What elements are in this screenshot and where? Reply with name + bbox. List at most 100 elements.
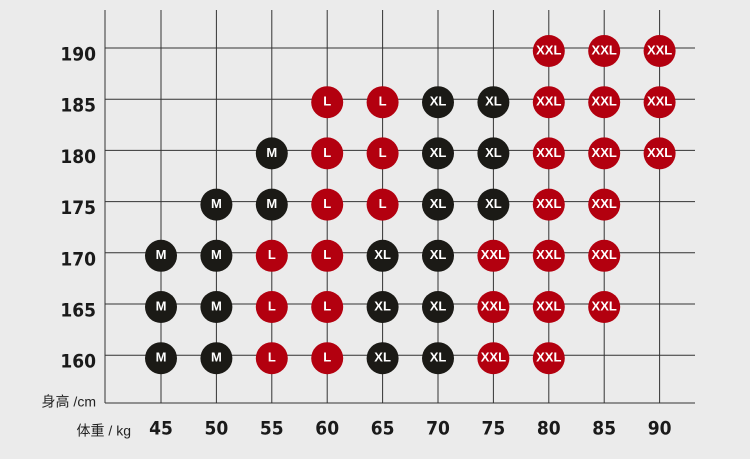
size-dot <box>643 86 676 119</box>
size-dot <box>422 137 454 170</box>
size-label: L <box>268 247 276 262</box>
size-label: XL <box>485 94 502 109</box>
size-dot <box>311 137 344 170</box>
size-dot <box>255 188 288 221</box>
x-tick-label: 50 <box>205 418 229 440</box>
size-label: XL <box>430 196 447 211</box>
size-dot <box>200 342 233 375</box>
size-label: L <box>379 94 387 109</box>
y-tick-label: 190 <box>60 44 96 66</box>
y-tick-label: 175 <box>60 197 96 219</box>
size-label: XXL <box>536 42 561 57</box>
size-label: XXL <box>647 94 672 109</box>
size-label: M <box>156 247 167 262</box>
size-dot <box>255 342 288 375</box>
size-dot <box>477 188 510 221</box>
size-label: XL <box>430 298 447 313</box>
size-dot <box>477 291 510 323</box>
size-label: XXL <box>536 247 561 262</box>
size-label: XXL <box>536 94 561 109</box>
size-label: XXL <box>592 94 617 109</box>
size-label: M <box>211 247 222 262</box>
size-dot <box>200 188 233 221</box>
size-dot <box>477 137 510 170</box>
size-label: L <box>379 196 387 211</box>
size-label: XXL <box>592 298 617 313</box>
size-dot <box>532 291 565 323</box>
size-label: XXL <box>536 145 561 160</box>
x-tick-label: 60 <box>315 418 339 440</box>
size-dot <box>532 239 565 272</box>
size-label: M <box>156 350 167 365</box>
size-dot <box>532 188 565 221</box>
size-label: L <box>323 350 331 365</box>
size-dot <box>311 188 344 221</box>
size-label: XXL <box>592 196 617 211</box>
size-dot <box>145 342 177 375</box>
size-dot <box>366 137 399 170</box>
size-label: XXL <box>536 196 561 211</box>
y-tick-label: 160 <box>60 351 96 373</box>
size-label: XL <box>430 145 447 160</box>
size-dot <box>311 291 344 323</box>
x-tick-label: 75 <box>482 418 506 440</box>
size-dot <box>145 239 177 272</box>
size-dot <box>643 137 676 170</box>
size-dot <box>477 239 510 272</box>
size-label: XXL <box>647 42 672 57</box>
size-label: L <box>323 298 331 313</box>
size-dot <box>422 239 454 272</box>
y-tick-label: 170 <box>60 248 96 270</box>
size-label: XL <box>430 94 447 109</box>
size-label: XL <box>430 350 447 365</box>
x-tick-label: 45 <box>149 418 173 440</box>
size-dot <box>311 239 344 272</box>
size-dot <box>255 239 288 272</box>
size-dot <box>422 291 454 323</box>
size-label: XL <box>374 298 391 313</box>
size-label: M <box>211 298 222 313</box>
x-tick-label: 70 <box>426 418 450 440</box>
size-label: XXL <box>481 298 506 313</box>
size-dot <box>532 86 565 119</box>
size-label: L <box>323 94 331 109</box>
size-dot <box>255 291 288 323</box>
x-tick-label: 90 <box>648 418 672 440</box>
size-dot <box>532 35 565 67</box>
size-label: XL <box>374 350 391 365</box>
size-dot <box>477 86 510 119</box>
size-dot <box>366 86 399 119</box>
size-label: XL <box>430 247 447 262</box>
size-dot <box>588 188 621 221</box>
size-dot <box>200 291 233 323</box>
size-dot <box>200 239 233 272</box>
size-label: XL <box>374 247 391 262</box>
size-dot <box>255 137 288 170</box>
size-dot <box>422 342 454 375</box>
size-label: L <box>268 298 276 313</box>
y-tick-label: 185 <box>60 95 96 117</box>
size-label: XL <box>485 196 502 211</box>
size-label: M <box>211 350 222 365</box>
x-tick-label: 85 <box>592 418 616 440</box>
size-label: XXL <box>592 42 617 57</box>
x-tick-label: 80 <box>537 418 561 440</box>
size-label: XL <box>485 145 502 160</box>
size-dot <box>532 342 565 375</box>
size-label: M <box>211 196 222 211</box>
size-dot <box>311 86 344 119</box>
size-label: L <box>323 247 331 262</box>
size-dot <box>477 342 510 375</box>
size-dot <box>366 291 399 323</box>
size-dot <box>366 342 399 375</box>
size-dot <box>588 239 621 272</box>
size-dot <box>532 137 565 170</box>
size-dot <box>366 239 399 272</box>
size-label: L <box>323 145 331 160</box>
y-tick-label: 165 <box>60 300 96 322</box>
size-label: XXL <box>592 247 617 262</box>
size-dot <box>422 86 454 119</box>
size-label: M <box>266 145 277 160</box>
